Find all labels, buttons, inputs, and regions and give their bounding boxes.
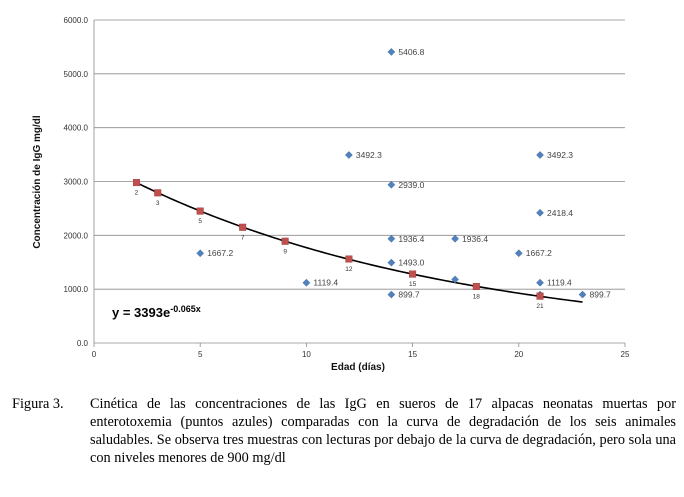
- curve-point: [154, 189, 162, 197]
- curve-point-label: 3: [156, 200, 160, 207]
- data-point: [536, 151, 544, 159]
- y-tick-label: 3000.0: [64, 178, 89, 187]
- data-label: 1493.0: [398, 258, 424, 268]
- data-point: [451, 275, 459, 284]
- trendline-curve: [136, 181, 583, 303]
- curve-point: [409, 270, 417, 278]
- chart-svg: 0.0 1000.0 2000.0 3000.0 4000.0 5000.0 6000.0 0…: [0, 0, 684, 385]
- curve-point-label: 15: [409, 281, 417, 288]
- chart: 0.0 1000.0 2000.0 3000.0 4000.0 5000.0 6000.0 0…: [0, 0, 684, 385]
- x-tick-label: 20: [514, 350, 523, 359]
- data-label: 1119.4: [547, 278, 572, 288]
- axes: 0.0 1000.0 2000.0 3000.0 4000.0 5000.0 6000.0 0…: [64, 16, 630, 359]
- caption-text: Cinética de las concentraciones de las I…: [90, 396, 676, 466]
- points-layer: [132, 48, 587, 300]
- curve-point: [472, 282, 480, 290]
- data-point: [514, 249, 523, 258]
- data-point: [196, 249, 205, 258]
- data-label: 5406.8: [398, 47, 424, 57]
- data-point: [536, 278, 544, 287]
- curve-point: [281, 237, 289, 245]
- curve-point-label: 7: [241, 234, 245, 241]
- data-point: [451, 234, 459, 243]
- data-point: [302, 278, 311, 287]
- curve-point: [345, 255, 353, 263]
- x-tick-label: 10: [302, 350, 311, 359]
- data-label: 1936.4: [398, 234, 424, 244]
- y-tick-label: 0.0: [77, 339, 89, 348]
- labels-layer: 1667.2 1119.4 3492.3 5406.8 2939.0 1936.4 1493…: [135, 47, 611, 310]
- data-point: [536, 208, 544, 217]
- gridlines: [94, 19, 625, 290]
- data-label: 1667.2: [207, 248, 233, 258]
- equation-main: y = 3393e: [112, 305, 170, 320]
- data-label: 2939.0: [398, 180, 424, 190]
- x-tick-label: 25: [621, 350, 630, 359]
- data-label: 1667.2: [526, 248, 552, 258]
- data-point: [387, 290, 396, 299]
- curve-point-label: 18: [473, 293, 481, 300]
- data-point: [387, 234, 396, 243]
- data-point: [387, 258, 396, 267]
- data-label: 3492.3: [547, 150, 573, 160]
- trendline-layer: [136, 181, 583, 303]
- data-point: [387, 180, 396, 189]
- curve-point: [132, 179, 140, 187]
- data-label: 2418.4: [547, 208, 573, 218]
- caption-label: Figura 3.: [12, 396, 64, 412]
- curve-point: [239, 223, 247, 231]
- x-tick-label: 5: [198, 350, 203, 359]
- y-tick-label: 6000.0: [64, 16, 89, 25]
- y-axis-title: Concentración de IgG mg/dl: [32, 115, 43, 249]
- y-tick-label: 5000.0: [64, 70, 89, 79]
- trendline-equation: y = 3393e-0.065x: [112, 304, 201, 320]
- data-label: 1119.4: [313, 278, 338, 288]
- curve-point-label: 2: [135, 190, 139, 197]
- y-tick-label: 2000.0: [64, 231, 89, 240]
- chart-background: [0, 0, 684, 385]
- y-tick-label: 1000.0: [64, 285, 89, 294]
- x-axis-title: Edad (días): [331, 362, 385, 373]
- figure-caption: Figura 3. Cinética de las concentracione…: [12, 395, 676, 467]
- data-label: 899.7: [590, 290, 612, 300]
- data-label: 1936.4: [462, 234, 488, 244]
- equation-exponent: -0.065x: [170, 304, 201, 314]
- data-label: 899.7: [398, 290, 420, 300]
- x-tick-label: 0: [92, 350, 97, 359]
- data-point: [387, 48, 396, 56]
- data-point: [344, 151, 353, 159]
- curve-point: [536, 292, 544, 300]
- data-point: [578, 290, 587, 299]
- curve-point-label: 9: [283, 248, 287, 255]
- curve-point-label: 5: [198, 218, 202, 225]
- y-tick-label: 4000.0: [64, 124, 89, 133]
- x-tick-label: 15: [408, 350, 417, 359]
- curve-point-label: 21: [536, 303, 544, 310]
- curve-point-label: 12: [345, 266, 353, 273]
- data-label: 3492.3: [356, 150, 382, 160]
- curve-point: [196, 207, 204, 215]
